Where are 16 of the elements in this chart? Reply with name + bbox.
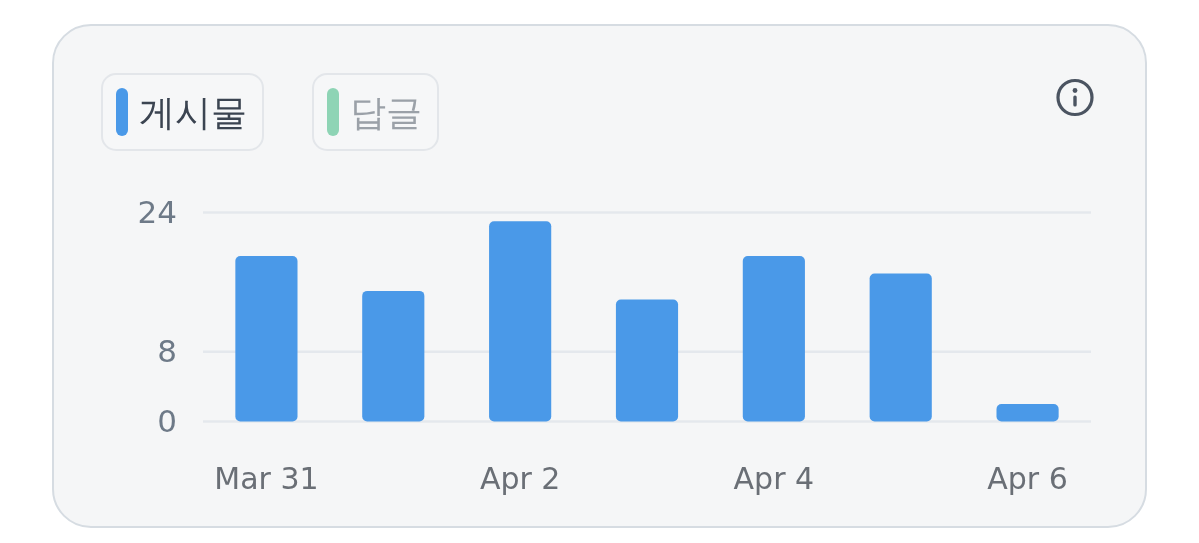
legend-label: 게시물 <box>139 91 247 133</box>
x-tick-label: Apr 2 <box>479 460 561 496</box>
bar <box>742 256 805 422</box>
bar <box>235 256 298 422</box>
bar <box>489 221 552 422</box>
x-tick-label: Mar 31 <box>214 460 319 496</box>
y-tick-label: 24 <box>137 193 177 230</box>
y-tick-label: 0 <box>157 402 177 439</box>
x-tick-label: Apr 4 <box>733 460 815 496</box>
bar <box>362 290 425 422</box>
legend-label: 답글 <box>350 91 422 133</box>
y-tick-label: 8 <box>157 333 177 370</box>
bar <box>869 273 932 422</box>
bar <box>615 299 679 422</box>
bar <box>996 404 1059 422</box>
x-tick-label: Apr 6 <box>987 460 1068 496</box>
